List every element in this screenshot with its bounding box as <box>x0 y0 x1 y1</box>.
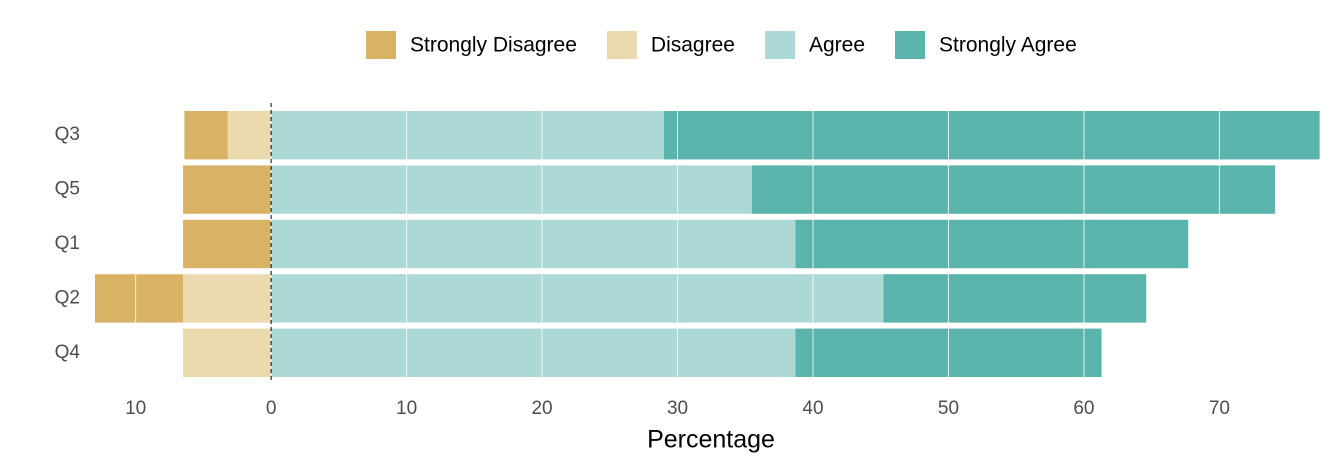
x-tick-label: 30 <box>667 398 688 419</box>
y-tick-label: Q5 <box>55 179 80 200</box>
y-tick-label: Q2 <box>55 287 80 308</box>
y-tick-label: Q1 <box>55 233 80 254</box>
bar-segment <box>183 165 272 214</box>
x-tick-label: 10 <box>396 398 417 419</box>
x-tick-label: 50 <box>938 398 959 419</box>
bar-segment <box>271 328 796 378</box>
legend-swatch <box>764 31 795 59</box>
bar-segment <box>183 328 272 378</box>
legend-swatch <box>895 31 926 59</box>
x-tick-label: 20 <box>531 398 552 419</box>
legend-label: Strongly Agree <box>939 34 1077 57</box>
bar-segment <box>95 274 184 323</box>
bar-segment <box>663 110 1320 160</box>
bar-segment <box>271 165 753 214</box>
x-tick-label: 0 <box>266 398 277 419</box>
bar-segment <box>183 219 272 269</box>
bar-segment <box>752 165 1275 214</box>
legend-label: Strongly Disagree <box>410 34 577 57</box>
y-tick-label: Q4 <box>55 342 81 363</box>
bar-segment <box>883 274 1147 323</box>
bar-segment <box>227 110 272 160</box>
bar-segment <box>183 274 272 323</box>
bar-segment <box>271 219 796 269</box>
bar-segment <box>184 110 228 160</box>
x-axis-title: Percentage <box>647 426 775 454</box>
bar-segment <box>795 219 1189 269</box>
legend-label: Agree <box>809 34 865 57</box>
y-tick-label: Q3 <box>55 124 80 145</box>
legend-swatch <box>606 31 637 59</box>
legend-swatch <box>366 31 396 59</box>
bar-segment <box>271 274 884 323</box>
bar-segment <box>271 110 664 160</box>
x-tick-label: 70 <box>1209 398 1230 419</box>
x-tick-label: 40 <box>802 398 823 419</box>
legend-label: Disagree <box>651 34 735 57</box>
x-tick-label: 10 <box>125 398 146 419</box>
x-tick-label: 60 <box>1073 398 1094 419</box>
